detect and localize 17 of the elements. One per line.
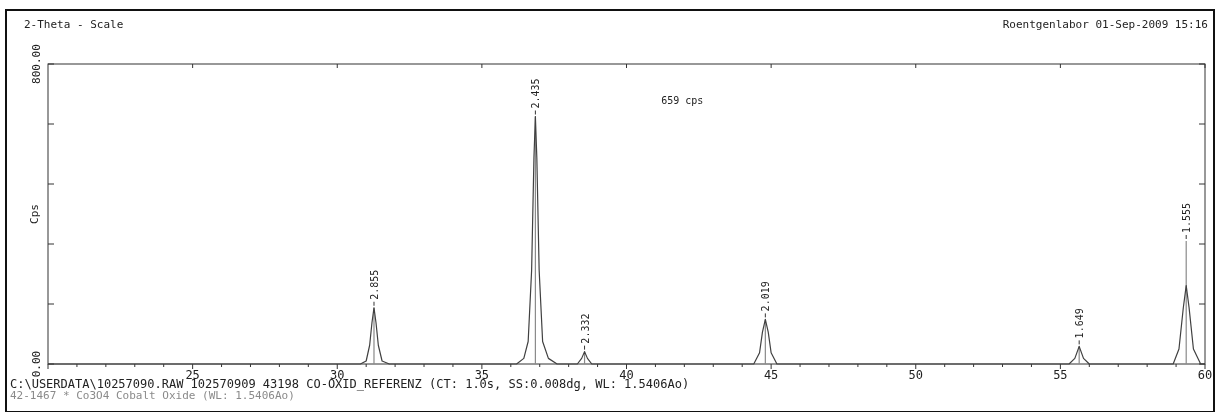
annotation: 2.332 bbox=[579, 313, 591, 344]
annotation: 1.649 bbox=[1074, 308, 1086, 339]
annotation: 2.435 bbox=[530, 78, 542, 109]
x-tick-label: 45 bbox=[763, 368, 779, 382]
y-axis-title: Cps bbox=[28, 204, 41, 224]
x-tick-label: 55 bbox=[1053, 368, 1068, 382]
annotation: 1.555 bbox=[1181, 202, 1193, 233]
x-tick-label: 60 bbox=[1197, 368, 1213, 382]
y-tick-label: 800.00 bbox=[30, 44, 43, 84]
annotation: 659 cps bbox=[661, 95, 704, 106]
chart-title: 2-Theta - Scale bbox=[24, 18, 124, 31]
x-tick-label: 50 bbox=[908, 368, 923, 382]
annotation: 2.019 bbox=[760, 281, 772, 312]
annotation: 2.855 bbox=[368, 269, 380, 300]
text: 42-1467 * Co3O4 Cobalt Oxide (WL: 1.5406Ao) bbox=[10, 389, 295, 402]
y-tick-label: 0.00 bbox=[30, 350, 43, 378]
chart-subtitle: Roentgenlabor 01-Sep-2009 15:16 bbox=[1002, 18, 1208, 31]
